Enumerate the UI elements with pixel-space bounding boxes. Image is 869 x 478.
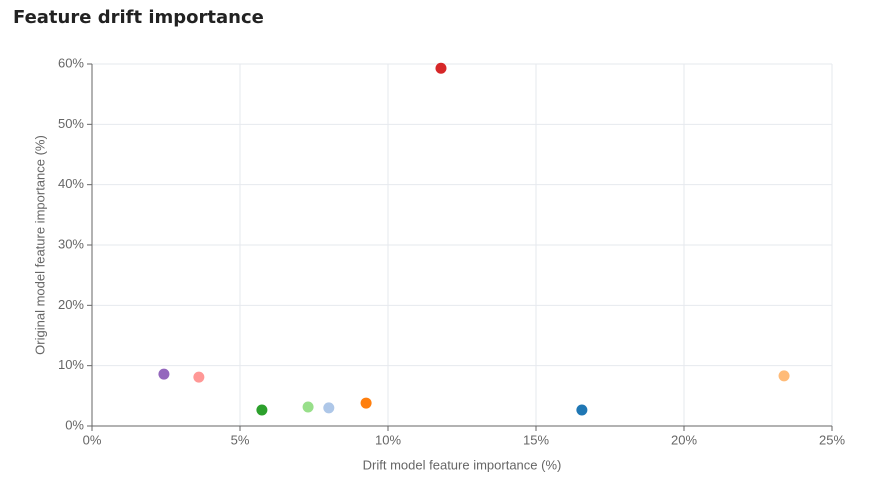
y-axis-label: Original model feature importance (%) bbox=[32, 135, 47, 355]
x-tick-label: 20% bbox=[671, 432, 697, 447]
point bbox=[576, 404, 588, 416]
chart-title: Feature drift importance bbox=[13, 7, 264, 28]
y-tick-label: 0% bbox=[65, 417, 84, 432]
y-tick-label: 50% bbox=[58, 116, 84, 131]
x-axis-label: Drift model feature importance (%) bbox=[363, 457, 562, 472]
point bbox=[302, 401, 314, 413]
y-tick-label: 20% bbox=[58, 297, 84, 312]
x-tick-label: 5% bbox=[231, 432, 250, 447]
x-tick-label: 15% bbox=[523, 432, 549, 447]
point bbox=[360, 397, 372, 409]
point bbox=[256, 404, 268, 416]
y-tick-label: 10% bbox=[58, 357, 84, 372]
y-tick-label: 40% bbox=[58, 176, 84, 191]
point bbox=[778, 370, 790, 382]
x-tick-label: 0% bbox=[83, 432, 102, 447]
y-tick-label: 60% bbox=[58, 55, 84, 70]
point bbox=[158, 368, 170, 380]
point bbox=[323, 402, 335, 414]
y-tick-label: 30% bbox=[58, 236, 84, 251]
point bbox=[435, 62, 447, 74]
x-tick-label: 25% bbox=[819, 432, 845, 447]
x-tick-label: 10% bbox=[375, 432, 401, 447]
point bbox=[193, 371, 205, 383]
